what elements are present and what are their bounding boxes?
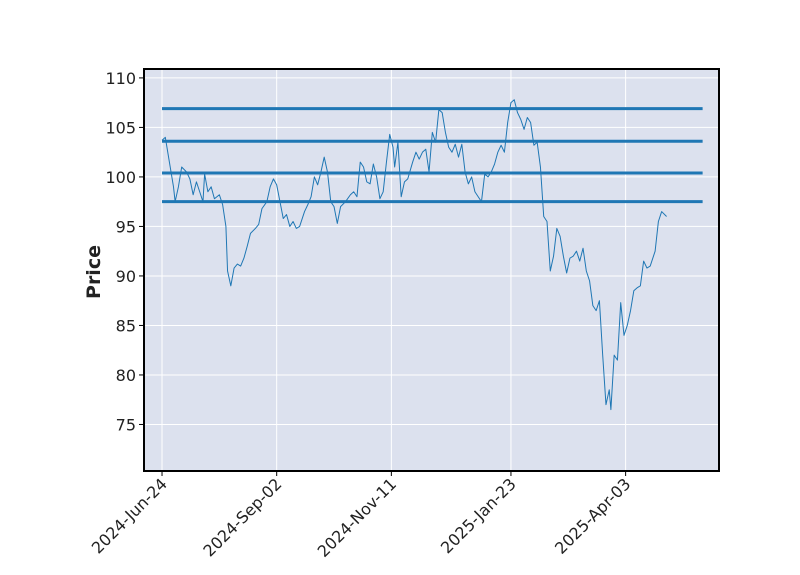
price-line <box>161 99 667 411</box>
price-series <box>161 99 667 411</box>
y-tick-label: 75 <box>116 415 136 434</box>
y-tick-label: 100 <box>105 168 136 187</box>
y-tick-label: 90 <box>116 267 136 286</box>
y-tick-label: 95 <box>116 217 136 236</box>
x-tick-label: 2025-Apr-03 <box>551 474 634 557</box>
horizontal-levels <box>162 107 703 204</box>
x-axis: 2024-Jun-24 2024-Sep-02 2024-Nov-11 2025-Ja… <box>88 471 634 561</box>
x-tick-label: 2025-Jan-23 <box>437 474 520 557</box>
x-tick-label: 2024-Sep-02 <box>199 474 285 560</box>
plot-background <box>144 69 719 471</box>
y-tick-label: 80 <box>116 366 136 385</box>
y-tick-label: 85 <box>116 316 136 335</box>
x-tick-label: 2024-Jun-24 <box>88 474 171 557</box>
y-axis: 75 80 85 90 95 100 105 110 <box>105 69 144 434</box>
y-axis-title: Price <box>83 245 105 299</box>
grid <box>144 69 719 471</box>
y-tick-label: 110 <box>105 69 136 88</box>
y-tick-label: 105 <box>105 118 136 137</box>
x-tick-label: 2024-Nov-11 <box>314 474 401 561</box>
plot-frame <box>143 68 720 472</box>
